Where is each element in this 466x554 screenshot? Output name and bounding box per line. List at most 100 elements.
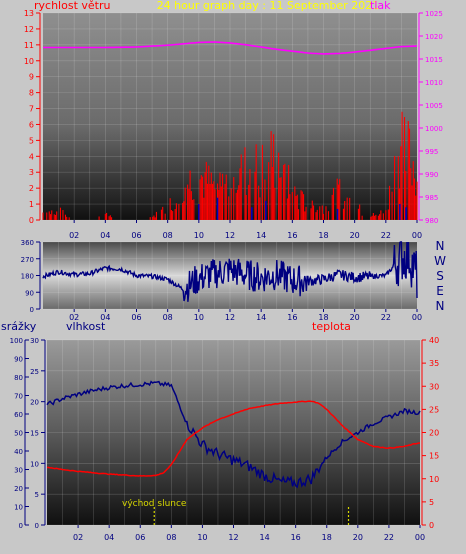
compass-label: W xyxy=(434,254,446,268)
y-tick-label: 30 xyxy=(30,337,39,345)
y-tick-label: 80 xyxy=(14,374,23,382)
y-tick-label: 90 xyxy=(14,356,23,364)
temperature-axis-label: teplota xyxy=(312,320,351,333)
y-tick-label: 1000 xyxy=(425,125,443,133)
x-tick-label: 22 xyxy=(384,533,394,542)
x-tick-label: 20 xyxy=(350,313,360,322)
y-tick-label: 985 xyxy=(425,194,438,202)
y-tick-label: 6 xyxy=(29,120,34,129)
x-tick-label: 00 xyxy=(412,231,422,240)
y-tick-label: 4 xyxy=(29,152,34,161)
y-tick-label: 7 xyxy=(29,105,34,114)
y-tick-label: 0 xyxy=(29,216,34,225)
wind-direction-x-axis: 02 04 06 08 10 12 14 16 18 20 22 00 xyxy=(69,309,422,322)
humidity-temperature-x-axis: 02 04 06 08 10 12 14 16 18 20 22 00 xyxy=(73,525,425,542)
y-tick-label: 90 xyxy=(25,289,34,297)
x-tick-label: 22 xyxy=(381,313,391,322)
y-tick-label: 10 xyxy=(429,475,439,484)
x-tick-label: 02 xyxy=(69,313,79,322)
x-tick-label: 18 xyxy=(318,313,328,322)
humidity-temperature-grid xyxy=(47,339,420,526)
y-tick-label: 5 xyxy=(29,136,34,145)
x-tick-label: 10 xyxy=(194,313,204,322)
y-tick-label: 8 xyxy=(29,89,34,98)
x-tick-label: 20 xyxy=(350,231,360,240)
y-tick-label: 20 xyxy=(30,399,39,407)
compass-label: S xyxy=(436,269,444,283)
x-tick-label: 04 xyxy=(104,533,114,542)
x-tick-label: 14 xyxy=(256,313,266,322)
y-tick-label: 3 xyxy=(29,168,34,177)
pressure-axis: 980 985 990 995 1000 1005 1010 1015 1020 1025 xyxy=(418,10,443,225)
humidity-axis: 0 5 10 15 20 25 30 xyxy=(30,337,46,530)
pressure-axis-label: tlak xyxy=(370,0,391,12)
wind-direction-axis: 0 90 180 270 360 xyxy=(21,239,41,314)
y-tick-label: 1015 xyxy=(425,56,443,64)
wind-pressure-x-axis: 02 04 06 08 10 12 14 16 18 20 22 00 xyxy=(69,220,422,240)
y-tick-label: 10 xyxy=(30,460,39,468)
x-tick-label: 06 xyxy=(135,533,145,542)
x-tick-label: 02 xyxy=(73,533,83,542)
y-tick-label: 25 xyxy=(30,368,39,376)
y-tick-label: 1010 xyxy=(425,79,443,87)
x-tick-label: 08 xyxy=(163,313,173,322)
compass-label: N xyxy=(436,299,445,313)
x-tick-label: 08 xyxy=(163,231,173,240)
y-tick-label: 40 xyxy=(14,448,23,456)
y-tick-label: 25 xyxy=(429,405,439,414)
humidity-line xyxy=(46,380,421,489)
wind-direction-plot-area xyxy=(43,242,417,309)
y-tick-label: 9 xyxy=(29,73,34,82)
wind-gust-bars xyxy=(42,111,418,220)
x-tick-label: 18 xyxy=(322,533,332,542)
wind-direction-line xyxy=(42,241,418,302)
x-tick-label: 16 xyxy=(287,313,297,322)
y-tick-label: 0 xyxy=(429,521,434,530)
rain-axis-label: srážky xyxy=(1,320,37,333)
x-tick-label: 02 xyxy=(69,231,79,240)
wind-speed-axis-label: rychlost větru xyxy=(34,0,110,12)
y-tick-label: 30 xyxy=(429,382,439,391)
y-tick-label: 70 xyxy=(14,393,23,401)
y-tick-label: 60 xyxy=(14,411,23,419)
y-tick-label: 360 xyxy=(21,239,34,247)
y-tick-label: 0 xyxy=(19,522,23,530)
y-tick-label: 5 xyxy=(35,491,39,499)
y-tick-label: 5 xyxy=(429,498,434,507)
compass-label: N xyxy=(436,239,445,253)
x-tick-label: 04 xyxy=(100,231,110,240)
x-tick-label: 16 xyxy=(287,231,297,240)
x-tick-label: 16 xyxy=(291,533,301,542)
humidity-temperature-plot-area xyxy=(47,340,420,525)
y-tick-label: 0 xyxy=(35,522,39,530)
y-tick-label: 11 xyxy=(24,41,34,50)
y-tick-label: 30 xyxy=(14,467,23,475)
x-tick-label: 00 xyxy=(415,533,425,542)
y-tick-label: 40 xyxy=(429,336,439,345)
wind-speed-events xyxy=(198,197,407,220)
y-tick-label: 50 xyxy=(14,430,23,438)
x-tick-label: 10 xyxy=(194,231,204,240)
temperature-axis: 0 5 10 15 20 25 30 35 40 xyxy=(421,336,439,530)
y-tick-label: 0 xyxy=(30,306,34,314)
y-tick-label: 990 xyxy=(425,171,438,179)
y-tick-label: 1020 xyxy=(425,33,443,41)
x-tick-label: 12 xyxy=(228,533,238,542)
x-tick-label: 14 xyxy=(256,231,266,240)
y-tick-label: 180 xyxy=(21,273,34,281)
x-tick-label: 12 xyxy=(225,313,235,322)
x-tick-label: 22 xyxy=(381,231,391,240)
y-tick-label: 35 xyxy=(429,359,439,368)
x-tick-label: 04 xyxy=(100,313,110,322)
y-tick-label: 15 xyxy=(30,430,39,438)
y-tick-label: 980 xyxy=(425,217,438,225)
compass-label: E xyxy=(436,284,444,298)
y-tick-label: 100 xyxy=(10,337,23,345)
y-tick-label: 13 xyxy=(24,9,34,18)
y-tick-label: 1025 xyxy=(425,10,443,18)
